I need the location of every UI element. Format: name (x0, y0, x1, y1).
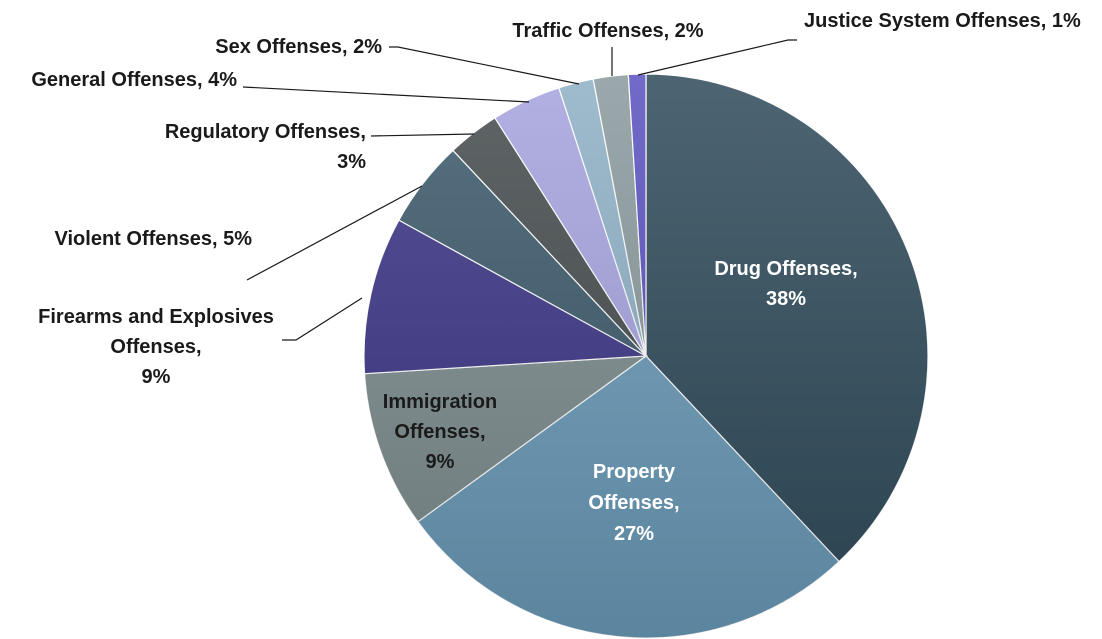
slice-label-property-offenses: Property Offenses, 27% (588, 461, 679, 545)
slice-label-line: Sex Offenses, 2% (215, 36, 382, 58)
slice-label-line: Immigration (383, 391, 497, 413)
slice-label-line: 27% (614, 523, 654, 545)
leader-lines (242, 39, 797, 341)
leader-line-firearms-and-explosives-offenses (282, 297, 363, 341)
slice-label-line: Offenses, (588, 492, 679, 514)
slice-label-line: Offenses, (394, 421, 485, 443)
slice-label-violent-offenses: Violent Offenses, 5% (55, 228, 253, 250)
pie-slices (363, 73, 929, 639)
slice-label-sex-offenses: Sex Offenses, 2% (215, 36, 382, 58)
slice-label-immigration-offenses: Immigration Offenses, 9% (383, 391, 497, 473)
slice-label-line: Drug Offenses, (714, 258, 857, 280)
slice-label-line: Property (593, 461, 676, 483)
leader-line-regulatory-offenses (370, 133, 475, 137)
slice-label-general-offenses: General Offenses, 4% (31, 69, 237, 91)
slice-label-line: Traffic Offenses, 2% (512, 20, 703, 42)
slice-label-line: 3% (337, 151, 366, 173)
slice-label-line: 38% (766, 288, 806, 310)
slice-label-traffic-offenses: Traffic Offenses, 2% (512, 20, 703, 42)
slice-label-line: Regulatory Offenses, (165, 121, 366, 143)
slice-label-justice-system-offenses: Justice System Offenses, 1% (804, 10, 1081, 32)
leader-line-justice-system-offenses (637, 39, 797, 76)
slice-label-drug-offenses: Drug Offenses, 38% (714, 258, 857, 310)
slice-label-line: 9% (426, 451, 455, 473)
slice-label-line: Justice System Offenses, 1% (804, 10, 1081, 32)
slice-label-line: Offenses, (110, 336, 201, 358)
slice-label-line: Violent Offenses, 5% (55, 228, 253, 250)
slice-label-line: General Offenses, 4% (31, 69, 237, 91)
slice-label-firearms-and-explosives-offenses: Firearms and Explosives Offenses, 9% (38, 306, 274, 388)
slice-label-line: 9% (142, 366, 171, 388)
leader-line-sex-offenses (389, 46, 580, 85)
slice-label-regulatory-offenses: Regulatory Offenses, 3% (165, 121, 366, 173)
leader-line-violent-offenses (246, 185, 423, 281)
slice-label-line: Firearms and Explosives (38, 306, 274, 328)
leader-line-general-offenses (242, 86, 530, 103)
slice-labels: Drug Offenses, 38% Property Offenses, 27% Imm… (31, 10, 1081, 545)
